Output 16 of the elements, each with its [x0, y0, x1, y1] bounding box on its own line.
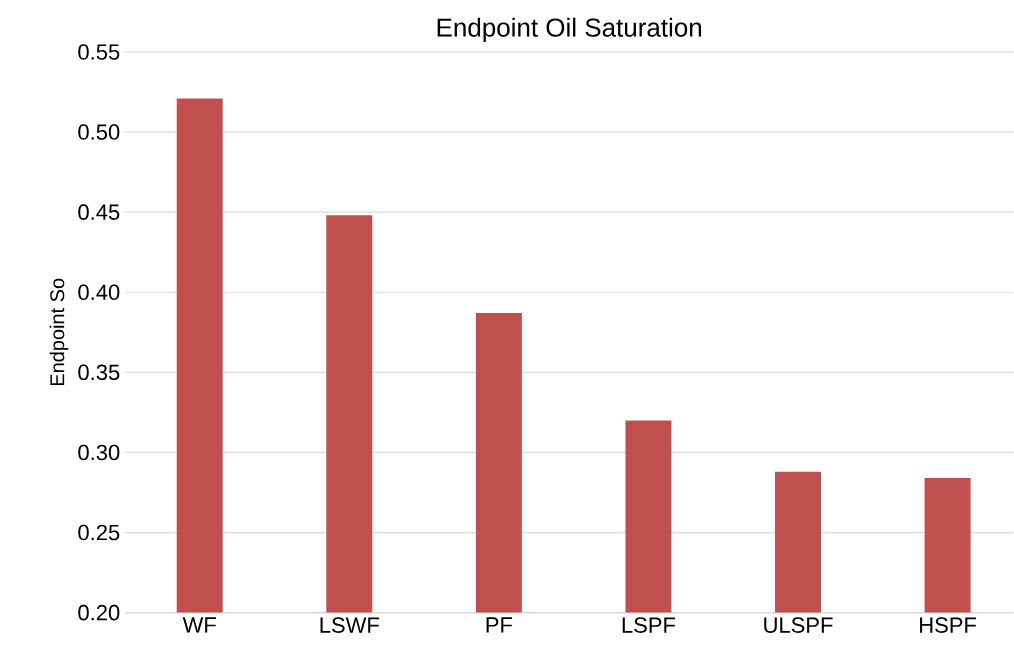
x-tick-label: HSPF: [920, 617, 977, 634]
y-tick-label: 0.45: [78, 204, 120, 221]
x-tick-label: ULSPF: [764, 617, 833, 634]
y-tick-label: 0.40: [78, 284, 120, 301]
y-tick-label: 0.55: [78, 44, 120, 60]
y-tick-label: 0.25: [78, 524, 120, 541]
x-tick-label: WF: [182, 617, 216, 633]
y-tick-label: 0.50: [78, 124, 120, 141]
x-tick-label: LSWF: [320, 617, 379, 634]
x-tick-label: LSPF: [622, 617, 676, 634]
y-tick-label: 0.35: [78, 364, 120, 381]
y-tick-label: 0.30: [78, 444, 120, 461]
chart-title: Endpoint Oil Saturation: [437, 17, 702, 43]
y-axis-title: Endpoint So: [49, 278, 69, 386]
y-tick-label: 0.20: [78, 605, 120, 621]
x-tick-label: PF: [486, 617, 513, 633]
